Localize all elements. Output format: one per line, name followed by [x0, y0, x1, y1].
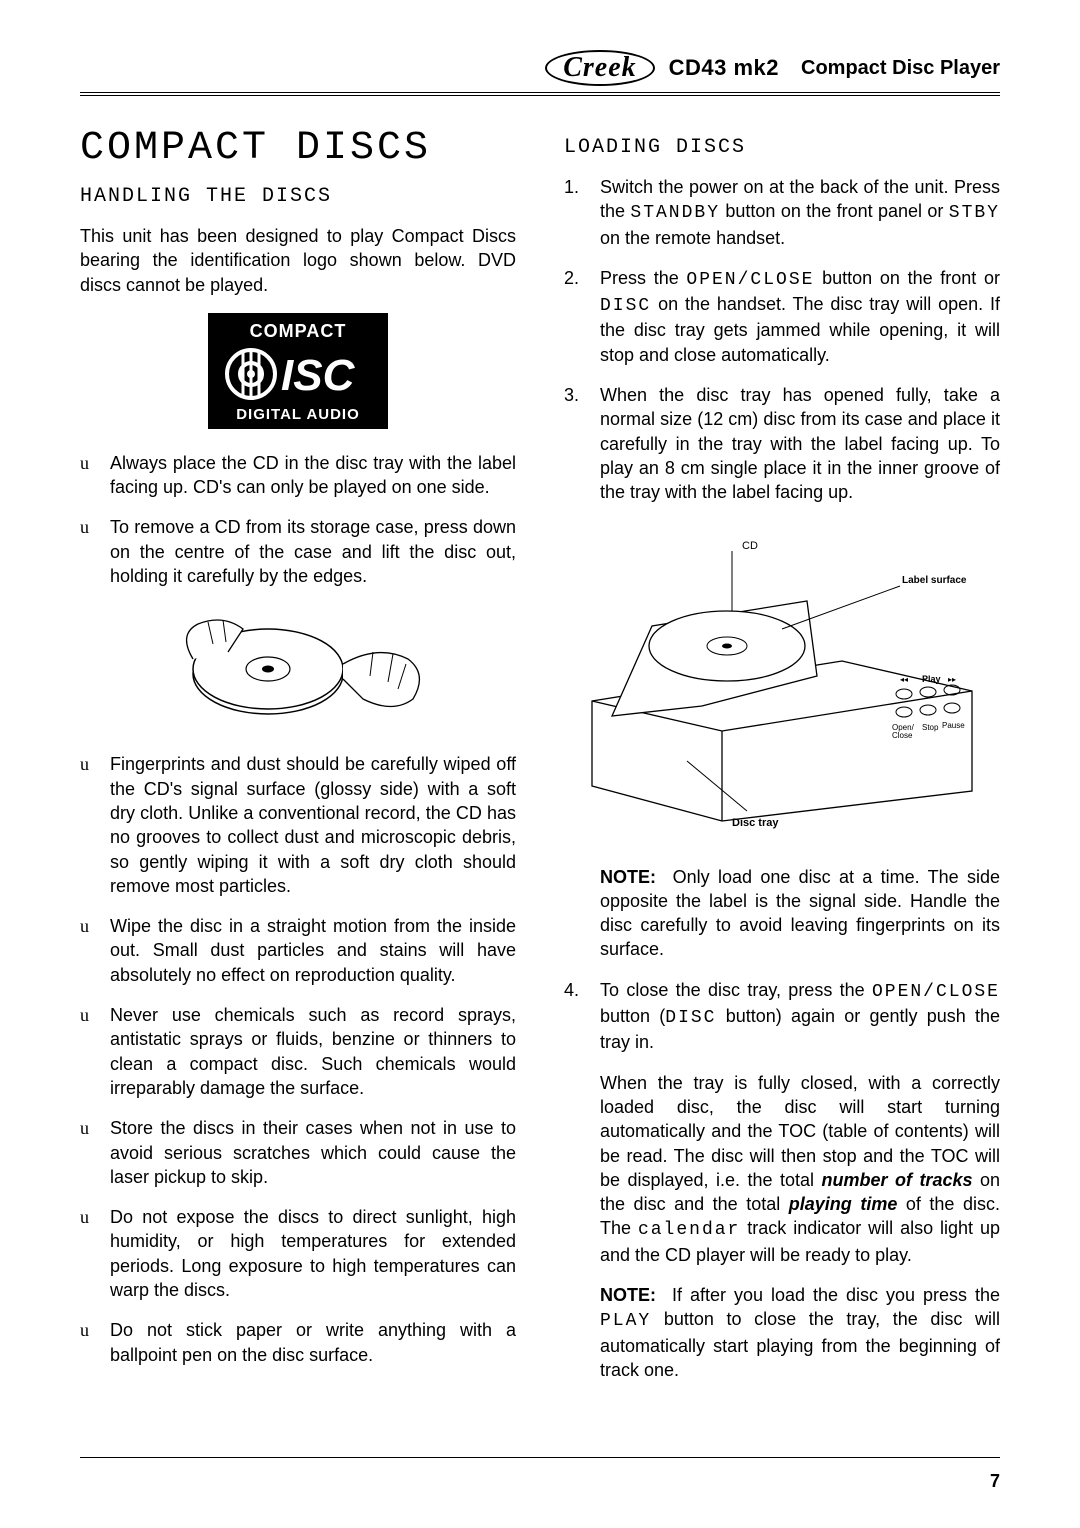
- bullet-item: uDo not expose the discs to direct sunli…: [80, 1205, 516, 1302]
- svg-text:Play: Play: [922, 674, 941, 684]
- note-1: NOTE: Only load one disc at a time. The …: [600, 865, 1000, 962]
- step-item: 1. Switch the power on at the back of th…: [564, 175, 1000, 250]
- bullet-item: uStore the discs in their cases when not…: [80, 1116, 516, 1189]
- product-name: Compact Disc Player: [801, 57, 1000, 80]
- handling-title: HANDLING THE DISCS: [80, 185, 516, 208]
- bullet-item: uDo not stick paper or write anything wi…: [80, 1318, 516, 1367]
- loading-steps: 1. Switch the power on at the back of th…: [564, 175, 1000, 505]
- bullet-item: uTo remove a CD from its storage case, p…: [80, 515, 516, 588]
- cd-logo-bottom: DIGITAL AUDIO: [218, 406, 378, 423]
- svg-text:◂◂: ◂◂: [900, 675, 908, 684]
- disc-handling-illustration: [80, 604, 516, 734]
- bullet-item: uWipe the disc in a straight motion from…: [80, 914, 516, 987]
- bullet-item: uFingerprints and dust should be careful…: [80, 752, 516, 898]
- loading-title: LOADING DISCS: [564, 136, 1000, 159]
- svg-text:▸▸: ▸▸: [948, 675, 956, 684]
- left-column: COMPACT DISCS HANDLING THE DISCS This un…: [80, 126, 516, 1398]
- loading-steps-2: 4. To close the disc tray, press the OPE…: [564, 978, 1000, 1055]
- intro-paragraph: This unit has been designed to play Comp…: [80, 224, 516, 297]
- step-item: 3. When the disc tray has opened fully, …: [564, 383, 1000, 504]
- page-number: 7: [990, 1471, 1000, 1492]
- right-column: LOADING DISCS 1. Switch the power on at …: [564, 126, 1000, 1398]
- main-title: COMPACT DISCS: [80, 126, 516, 171]
- svg-text:ISC: ISC: [281, 351, 356, 400]
- svg-text:Disc tray: Disc tray: [732, 817, 779, 829]
- brand-logo: Creek: [545, 50, 654, 86]
- handling-bullets-2: uFingerprints and dust should be careful…: [80, 752, 516, 1367]
- footer-rule: [80, 1457, 1000, 1458]
- cd-logo-top: COMPACT: [218, 321, 378, 342]
- svg-text:Stop: Stop: [922, 723, 939, 732]
- step-item: 2. Press the OPEN/CLOSE button on the fr…: [564, 266, 1000, 367]
- disc-tray-illustration: CD Label surface ◂◂ Play ▸▸ Open/ Close: [564, 521, 1000, 841]
- handling-bullets: uAlways place the CD in the disc tray wi…: [80, 451, 516, 588]
- cd-logo-disc-icon: ISC: [218, 346, 378, 402]
- bullet-item: uAlways place the CD in the disc tray wi…: [80, 451, 516, 500]
- page-header: Creek CD43 mk2 Compact Disc Player: [80, 50, 1000, 96]
- content-columns: COMPACT DISCS HANDLING THE DISCS This un…: [80, 126, 1000, 1398]
- cd-label: CD: [742, 540, 758, 552]
- bullet-item: uNever use chemicals such as record spra…: [80, 1003, 516, 1100]
- closed-tray-paragraph: When the tray is fully closed, with a co…: [600, 1071, 1000, 1267]
- svg-text:Label surface: Label surface: [902, 575, 967, 586]
- step-item: 4. To close the disc tray, press the OPE…: [564, 978, 1000, 1055]
- note-2: NOTE: If after you load the disc you pre…: [600, 1283, 1000, 1382]
- svg-text:Close: Close: [892, 731, 913, 740]
- svg-text:Pause: Pause: [942, 721, 965, 730]
- model-name: CD43 mk2: [669, 55, 779, 81]
- compact-disc-logo: COMPACT ISC DIGITAL AUDIO: [80, 313, 516, 429]
